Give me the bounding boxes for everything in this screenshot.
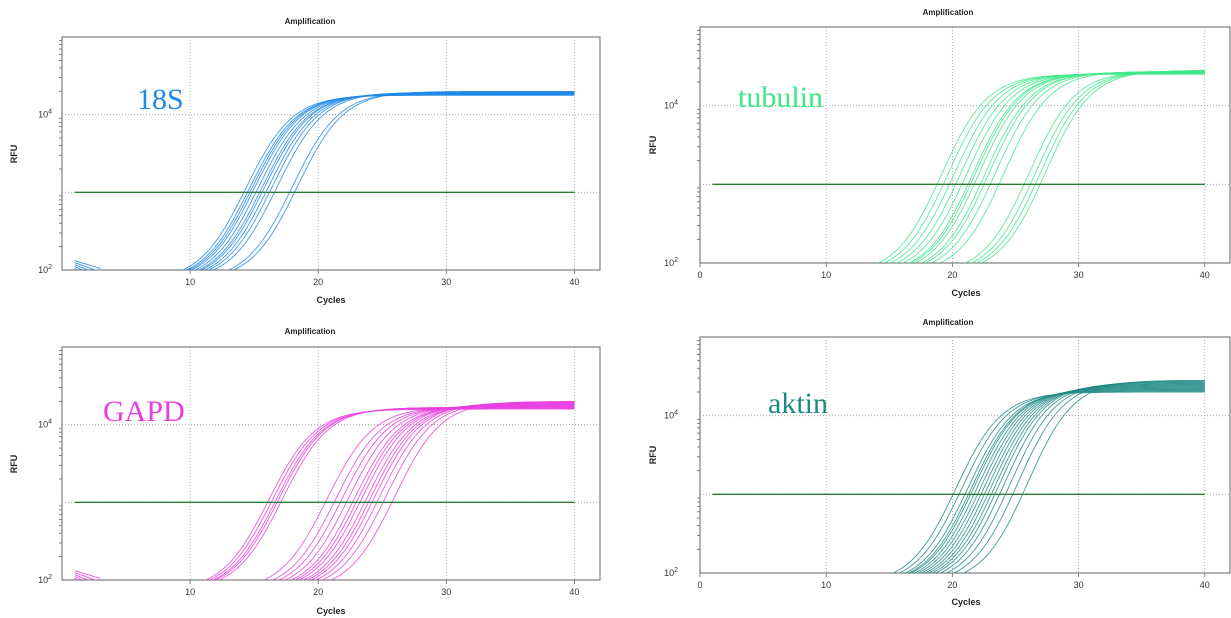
amplification-curves xyxy=(892,379,1205,573)
x-tick-label: 30 xyxy=(1074,580,1084,590)
x-tick-label: 20 xyxy=(947,270,957,280)
amplification-curve xyxy=(898,390,1205,573)
y-tick-label: 102 xyxy=(38,574,52,585)
amplification-curves xyxy=(74,401,575,587)
chart-panel-2: Amplification 0 10 20 30 40 102 104 Cycles RFU tub… xyxy=(648,8,1231,298)
y-axis-label: RFU xyxy=(9,455,19,474)
amplification-curve xyxy=(913,387,1205,573)
noise-trace xyxy=(74,264,89,270)
amplification-curve xyxy=(975,70,1205,263)
y-tick-label: 104 xyxy=(38,419,52,430)
y-tick-label: 102 xyxy=(38,264,52,275)
chart-title: Amplification xyxy=(285,327,336,336)
noise-trace xyxy=(74,572,97,580)
y-tick-label: 102 xyxy=(664,257,678,268)
amplification-curve xyxy=(970,70,1205,263)
plot-area xyxy=(61,36,601,271)
y-tick-label: 104 xyxy=(38,109,52,120)
noise-trace xyxy=(74,576,83,580)
gene-label: tubulin xyxy=(738,81,823,114)
gene-label: 18S xyxy=(137,83,184,116)
chart-panel-3: Amplification 10 20 30 40 102 104 Cycles RFU GAPD xyxy=(9,327,601,616)
y-axis-label: RFU xyxy=(9,145,19,164)
amplification-curves xyxy=(74,90,575,277)
noise-trace xyxy=(74,574,89,580)
y-axis-label: RFU xyxy=(648,136,658,155)
x-axis-label: Cycles xyxy=(316,295,345,305)
amplification-curve xyxy=(910,388,1205,573)
noise-trace xyxy=(75,270,101,277)
amplification-curve xyxy=(931,383,1205,573)
chart-panel-1: Amplification 10 20 30 40 102 104 Cycles RFU 18S xyxy=(9,17,601,305)
amplification-curve xyxy=(964,70,1205,263)
chart-panel-4: Amplification 0 10 20 30 40 102 104 Cycles RFU akt… xyxy=(648,318,1231,607)
y-tick-label: 104 xyxy=(664,410,678,421)
amplification-curve xyxy=(907,389,1205,573)
amplification-curve xyxy=(934,382,1205,573)
amplification-curve xyxy=(924,385,1205,573)
x-tick-label: 0 xyxy=(697,580,702,590)
x-tick-label: 20 xyxy=(313,587,323,597)
amplification-curve xyxy=(920,386,1205,573)
amplification-curve xyxy=(939,70,1205,263)
x-tick-label: 30 xyxy=(1074,270,1084,280)
chart-title: Amplification xyxy=(285,17,336,26)
x-axis-label: Cycles xyxy=(316,606,345,616)
x-tick-label: 30 xyxy=(441,587,451,597)
amplification-curve xyxy=(980,70,1205,263)
y-tick-label: 102 xyxy=(664,567,678,578)
noise-trace xyxy=(74,262,97,270)
amplification-curve xyxy=(232,90,575,270)
plot-area xyxy=(61,346,601,581)
amplification-curve xyxy=(330,401,575,580)
x-tick-label: 40 xyxy=(569,587,579,597)
x-tick-label: 10 xyxy=(821,270,831,280)
amplification-curve xyxy=(214,407,575,580)
x-axis-label: Cycles xyxy=(951,597,980,607)
x-tick-label: 40 xyxy=(1200,580,1210,590)
y-axis-label: RFU xyxy=(648,446,658,465)
x-tick-label: 20 xyxy=(947,580,957,590)
amplification-curve xyxy=(917,386,1205,573)
noise-trace xyxy=(74,266,83,270)
x-tick-label: 30 xyxy=(441,277,451,287)
noise-trace xyxy=(74,260,101,269)
x-tick-label: 10 xyxy=(185,277,195,287)
plot-area xyxy=(699,26,1231,264)
x-tick-label: 40 xyxy=(569,277,579,287)
y-tick-label: 104 xyxy=(664,100,678,111)
amplification-curve xyxy=(208,408,575,580)
amplification-curve xyxy=(892,391,1205,573)
chart-title: Amplification xyxy=(923,318,974,327)
x-tick-label: 20 xyxy=(313,277,323,287)
amplification-curve xyxy=(321,401,575,580)
amplification-curve xyxy=(962,379,1205,573)
gene-label: GAPD xyxy=(103,395,185,428)
amplification-curve xyxy=(927,384,1205,573)
chart-title: Amplification xyxy=(923,8,974,17)
x-tick-label: 40 xyxy=(1200,270,1210,280)
plot-area xyxy=(699,336,1231,574)
x-axis-label: Cycles xyxy=(951,288,980,298)
x-tick-label: 10 xyxy=(821,580,831,590)
noise-trace xyxy=(74,570,101,579)
x-tick-label: 10 xyxy=(185,587,195,597)
x-tick-label: 0 xyxy=(697,270,702,280)
noise-trace xyxy=(75,580,101,587)
amplification-curves xyxy=(876,70,1205,263)
gene-label: aktin xyxy=(768,387,828,420)
amplification-curve xyxy=(904,390,1205,573)
